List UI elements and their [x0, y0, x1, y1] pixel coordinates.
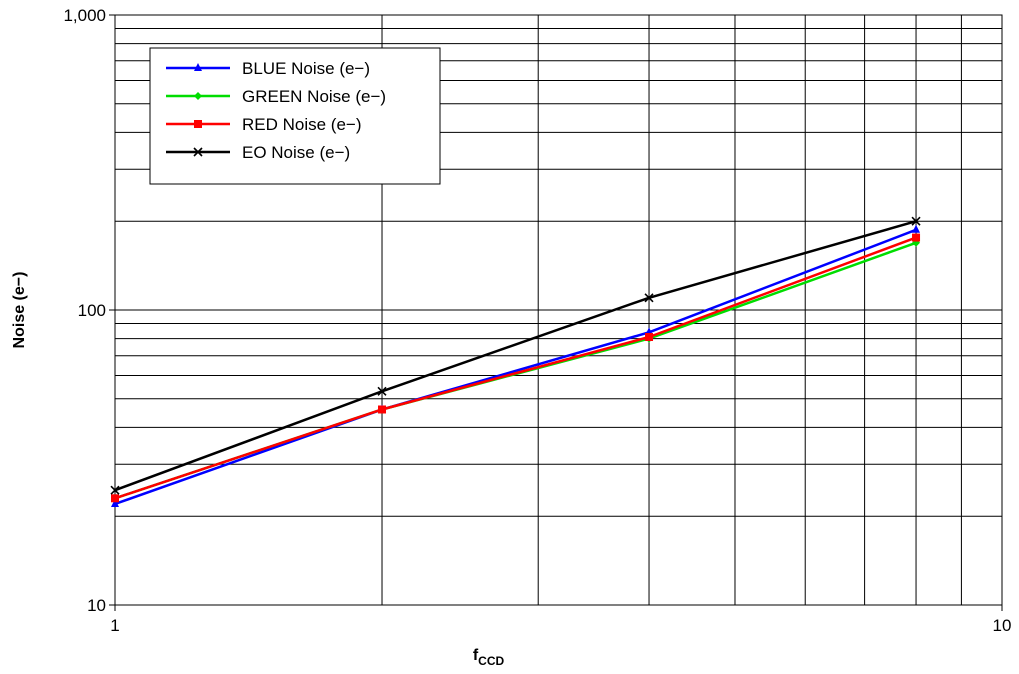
x-axis-title-subscript: CCD: [478, 654, 504, 668]
legend-label: GREEN Noise (e−): [242, 87, 386, 106]
data-point: [911, 216, 921, 226]
grid: [115, 15, 1002, 605]
data-point: [912, 233, 921, 242]
data-point: [645, 332, 654, 341]
legend: BLUE Noise (e−) GREEN Noise (e−) RED Noise…: [149, 47, 441, 185]
x-axis-title: fCCD: [473, 647, 505, 668]
series-line: [114, 228, 917, 506]
data-point: [378, 405, 387, 414]
legend-marker: [194, 120, 202, 128]
data-point: [377, 386, 387, 396]
series-lines: [110, 216, 921, 507]
y-tick-label: 100: [78, 301, 106, 320]
x-tick-label: 10: [993, 616, 1012, 635]
legend-marker: [194, 63, 202, 71]
y-tick-label: 10: [87, 596, 106, 615]
data-point: [111, 498, 119, 507]
series-line: [114, 219, 917, 492]
legend-label: BLUE Noise (e−): [242, 59, 370, 78]
legend-label: EO Noise (e−): [242, 143, 350, 162]
legend-label: RED Noise (e−): [242, 115, 362, 134]
y-axis-title: Noise (e−): [11, 272, 28, 349]
data-point: [644, 293, 654, 303]
series-2: [111, 233, 921, 503]
legend-item: BLUE Noise (e−): [166, 59, 370, 78]
legend-item: GREEN Noise (e−): [166, 87, 386, 106]
series-line: [114, 236, 917, 500]
legend-item: RED Noise (e−): [166, 115, 362, 134]
data-point: [110, 485, 120, 495]
x-tick-label: 1: [110, 616, 119, 635]
x-axis-title-main: f: [473, 647, 479, 664]
data-point: [111, 494, 119, 503]
series-3: [110, 216, 921, 495]
data-point: [912, 224, 921, 233]
y-tick-label: 1,000: [63, 6, 106, 25]
legend-marker: [194, 92, 202, 100]
legend-item: EO Noise (e−): [166, 143, 350, 162]
legend-marker: [193, 147, 203, 157]
